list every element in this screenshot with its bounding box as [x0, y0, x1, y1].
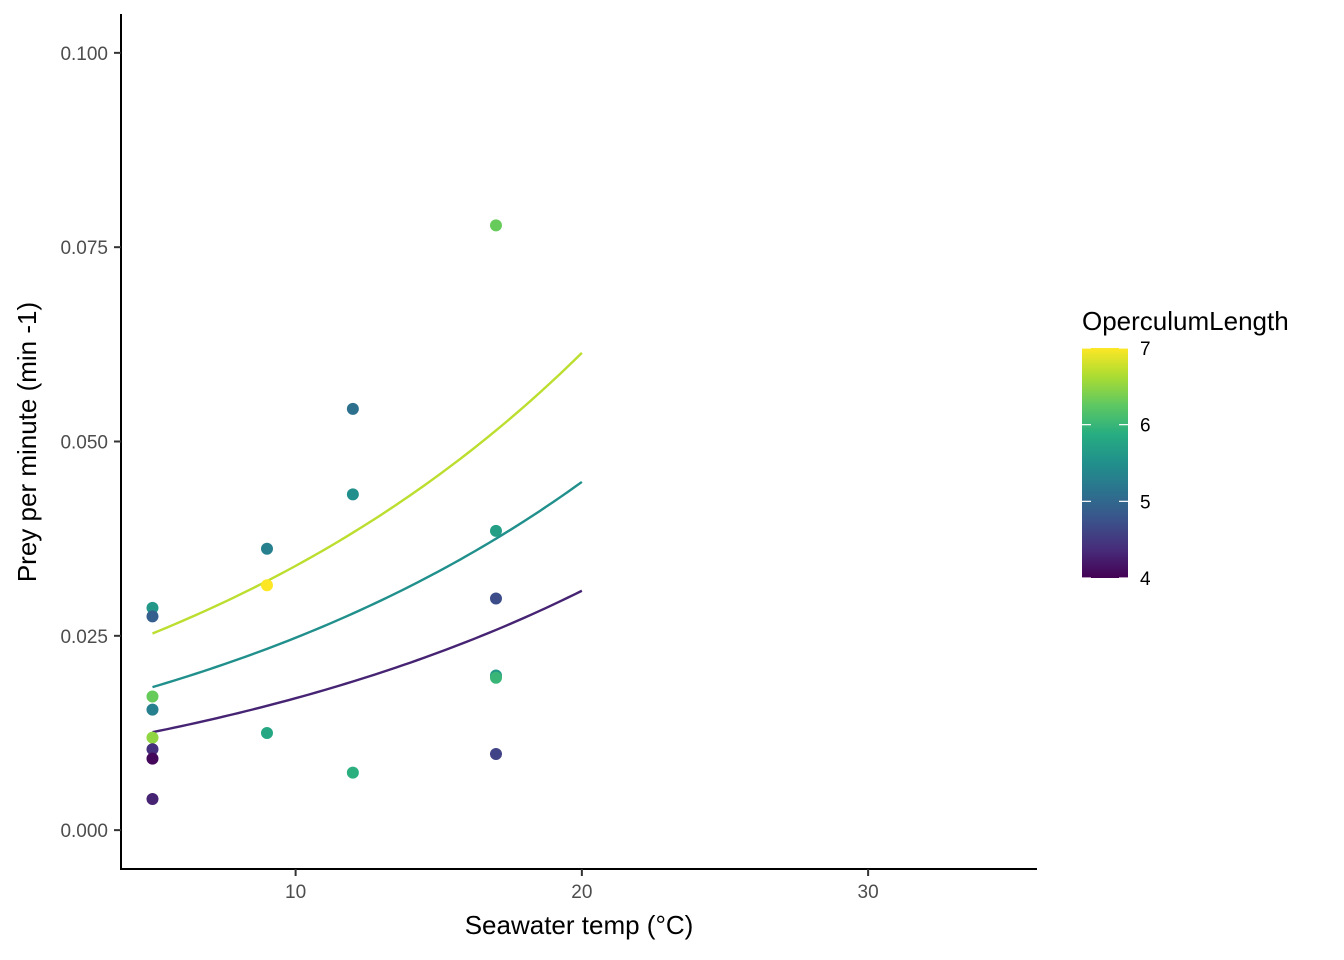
colorbar-tick-label: 4 — [1140, 569, 1151, 590]
y-tick-label: 0.100 — [60, 44, 108, 65]
data-point — [489, 747, 502, 760]
data-point — [260, 579, 273, 592]
x-axis-title: Seawater temp (°C) — [465, 910, 694, 940]
plot-panel — [146, 219, 583, 806]
data-point — [489, 671, 502, 684]
legend-title: OperculumLength — [1082, 306, 1289, 336]
colorbar — [1082, 348, 1128, 578]
x-axis-ticks: 10 20 30 — [285, 869, 879, 903]
fit-line-1 — [152, 480, 583, 689]
data-point — [260, 542, 273, 555]
fit-line-2 — [152, 589, 583, 734]
data-point — [146, 731, 159, 744]
colorbar-ticks: 4 5 6 7 — [1082, 339, 1151, 590]
y-axis-ticks: 0.000 0.025 0.050 0.075 0.100 — [60, 44, 121, 842]
data-point — [489, 524, 502, 537]
legend: OperculumLength 4 5 6 7 — [1082, 306, 1289, 590]
x-tick-label: 10 — [285, 882, 306, 903]
data-point — [146, 752, 159, 765]
y-tick-label: 0.050 — [60, 433, 108, 454]
data-point — [146, 743, 159, 756]
data-point — [489, 592, 502, 605]
data-point — [346, 488, 359, 501]
colorbar-tick-label: 6 — [1140, 416, 1151, 437]
x-tick-label: 30 — [858, 882, 879, 903]
y-axis-title: Prey per minute (min -1) — [12, 302, 42, 582]
y-tick-label: 0.025 — [60, 627, 108, 648]
fit-line-0 — [152, 352, 583, 635]
data-point — [346, 402, 359, 415]
data-point — [260, 726, 273, 739]
y-tick-label: 0.000 — [60, 821, 108, 842]
data-point — [146, 601, 159, 614]
y-tick-label: 0.075 — [60, 238, 108, 259]
data-point — [146, 703, 159, 716]
fit-lines — [152, 352, 583, 734]
data-point — [146, 610, 159, 623]
data-points — [146, 219, 502, 806]
data-point — [146, 690, 159, 703]
data-point — [346, 766, 359, 779]
x-tick-label: 20 — [571, 882, 592, 903]
data-point — [146, 793, 159, 806]
data-point — [489, 219, 502, 232]
colorbar-tick-label: 7 — [1140, 339, 1151, 360]
colorbar-tick-label: 5 — [1140, 492, 1151, 513]
